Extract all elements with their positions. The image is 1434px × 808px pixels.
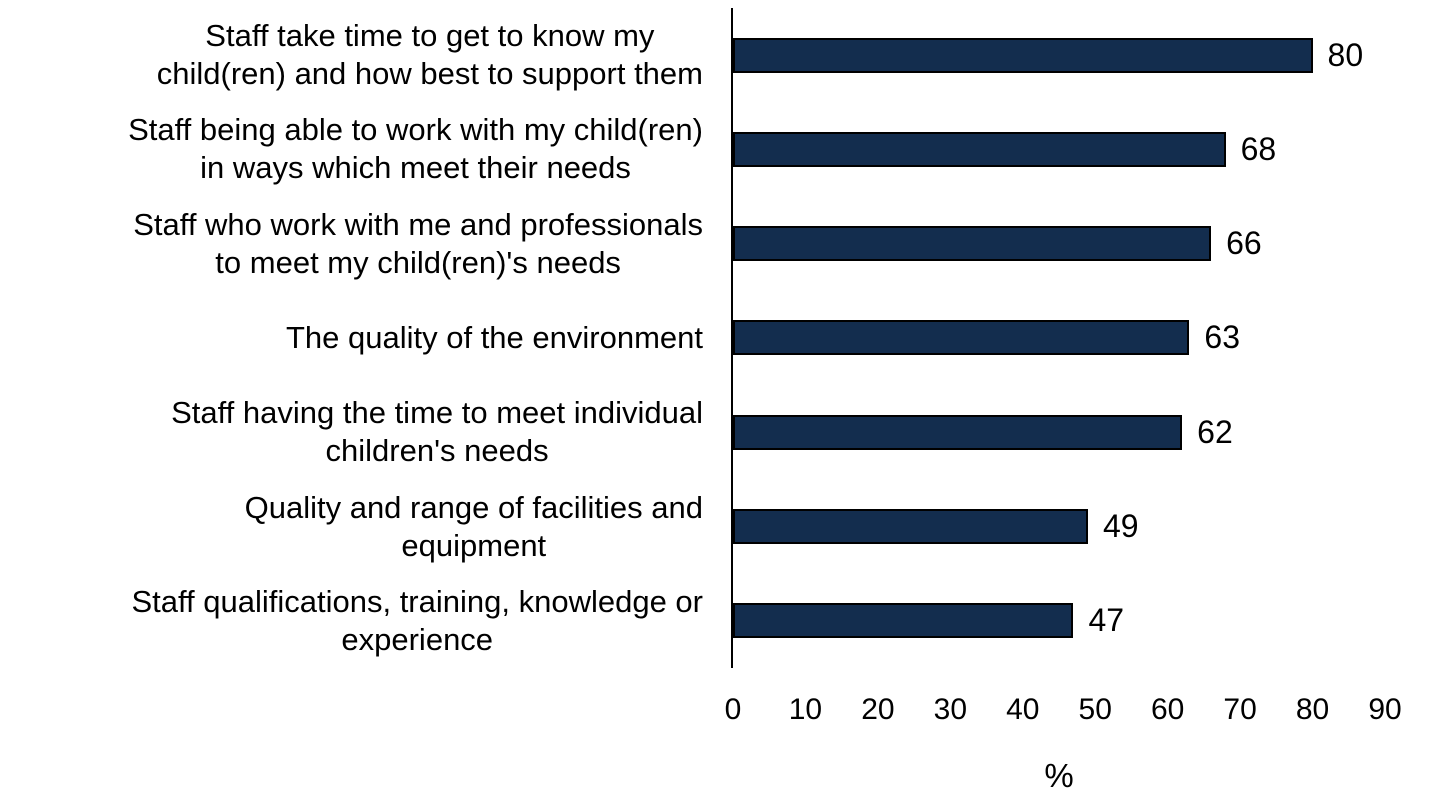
category-label-line: Staff having the time to meet individual <box>171 395 703 431</box>
value-label: 49 <box>1102 508 1139 545</box>
bar <box>733 414 1183 450</box>
x-tick-label: 50 <box>1078 693 1112 726</box>
bar <box>733 509 1088 545</box>
x-tick-label: 90 <box>1368 693 1402 726</box>
chart-row: Staff qualifications, training, knowledg… <box>0 574 1434 668</box>
chart-row: Staff having the time to meet individual… <box>0 385 1434 479</box>
bar-cell: 62 <box>733 413 1434 450</box>
x-tick-label: 60 <box>1150 693 1185 726</box>
category-label-cell: Staff qualifications, training, knowledg… <box>0 583 733 659</box>
bar <box>733 226 1212 262</box>
category-label-cell: Staff being able to work with my child(r… <box>0 111 733 187</box>
x-tick-label: 20 <box>861 693 895 726</box>
category-label-line: Staff qualifications, training, knowledg… <box>131 583 703 619</box>
bar-cell: 49 <box>733 508 1434 545</box>
bar-cell: 63 <box>733 319 1434 356</box>
value-label: 47 <box>1088 602 1125 639</box>
bar-cell: 47 <box>733 602 1434 639</box>
category-label: The quality of the environment <box>286 319 703 357</box>
category-label: Staff being able to work with my child(r… <box>128 111 703 187</box>
bar-cell: 68 <box>733 130 1434 167</box>
category-label-line: to meet my child(ren)'s needs <box>215 244 621 280</box>
bar <box>733 37 1313 73</box>
category-label-line: equipment <box>401 527 547 563</box>
category-label-line: Staff who work with me and professionals <box>133 206 703 242</box>
category-label-cell: Staff take time to get to know my child(r… <box>0 17 733 93</box>
x-tick-label: 40 <box>1006 693 1040 726</box>
category-label: Staff qualifications, training, knowledg… <box>131 583 703 659</box>
category-label-cell: Staff who work with me and professionals… <box>0 206 733 282</box>
category-label-line: Staff being able to work with my child(r… <box>128 112 703 148</box>
value-label: 62 <box>1197 413 1233 450</box>
x-tick-label: 80 <box>1295 693 1330 726</box>
category-label-line: Staff take time to get to know my <box>205 18 655 54</box>
chart-row: The quality of the environment 63 <box>0 291 1434 385</box>
category-label-line: experience <box>341 621 494 657</box>
category-label: Quality and range of facilities and equip… <box>245 489 703 565</box>
value-label: 66 <box>1226 225 1262 262</box>
chart-row: Staff being able to work with my child(r… <box>0 102 1434 196</box>
x-tick-label: 10 <box>788 693 823 726</box>
bar-cell: 66 <box>733 225 1434 262</box>
x-tick-label: 0 <box>724 693 742 726</box>
y-axis-line <box>731 8 733 668</box>
chart-row: Staff take time to get to know my child(r… <box>0 8 1434 102</box>
bar <box>733 131 1226 167</box>
category-label-line: The quality of the environment <box>285 319 703 355</box>
category-label: Staff having the time to meet individual… <box>171 394 703 470</box>
value-label: 63 <box>1204 319 1240 356</box>
x-axis-ticks: 0 10 20 30 40 50 60 70 80 90 <box>0 693 1434 729</box>
category-label-line: children's needs <box>325 433 549 469</box>
category-label-line: Quality and range of facilities and <box>244 489 703 525</box>
chart-row: Staff who work with me and professionals… <box>0 197 1434 291</box>
category-label-line: in ways which meet their needs <box>200 150 631 186</box>
chart-rows: Staff take time to get to know my child(r… <box>0 8 1434 668</box>
category-label-cell: Staff having the time to meet individual… <box>0 394 733 470</box>
category-label-cell: Quality and range of facilities and equip… <box>0 489 733 565</box>
bar <box>733 603 1074 639</box>
category-label-cell: The quality of the environment <box>0 319 733 357</box>
value-label: 80 <box>1327 36 1364 73</box>
x-tick-label: 70 <box>1223 693 1257 726</box>
category-label-line: child(ren) and how best to support them <box>156 56 703 92</box>
category-label: Staff who work with me and professionals… <box>133 206 703 282</box>
bar <box>733 320 1190 356</box>
x-tick-label: 30 <box>933 693 968 726</box>
category-label: Staff take time to get to know my child(r… <box>157 17 703 93</box>
chart-row: Quality and range of facilities and equip… <box>0 479 1434 573</box>
x-axis-label: % <box>1044 757 1074 794</box>
value-label: 68 <box>1240 130 1277 167</box>
bar-cell: 80 <box>733 36 1434 73</box>
